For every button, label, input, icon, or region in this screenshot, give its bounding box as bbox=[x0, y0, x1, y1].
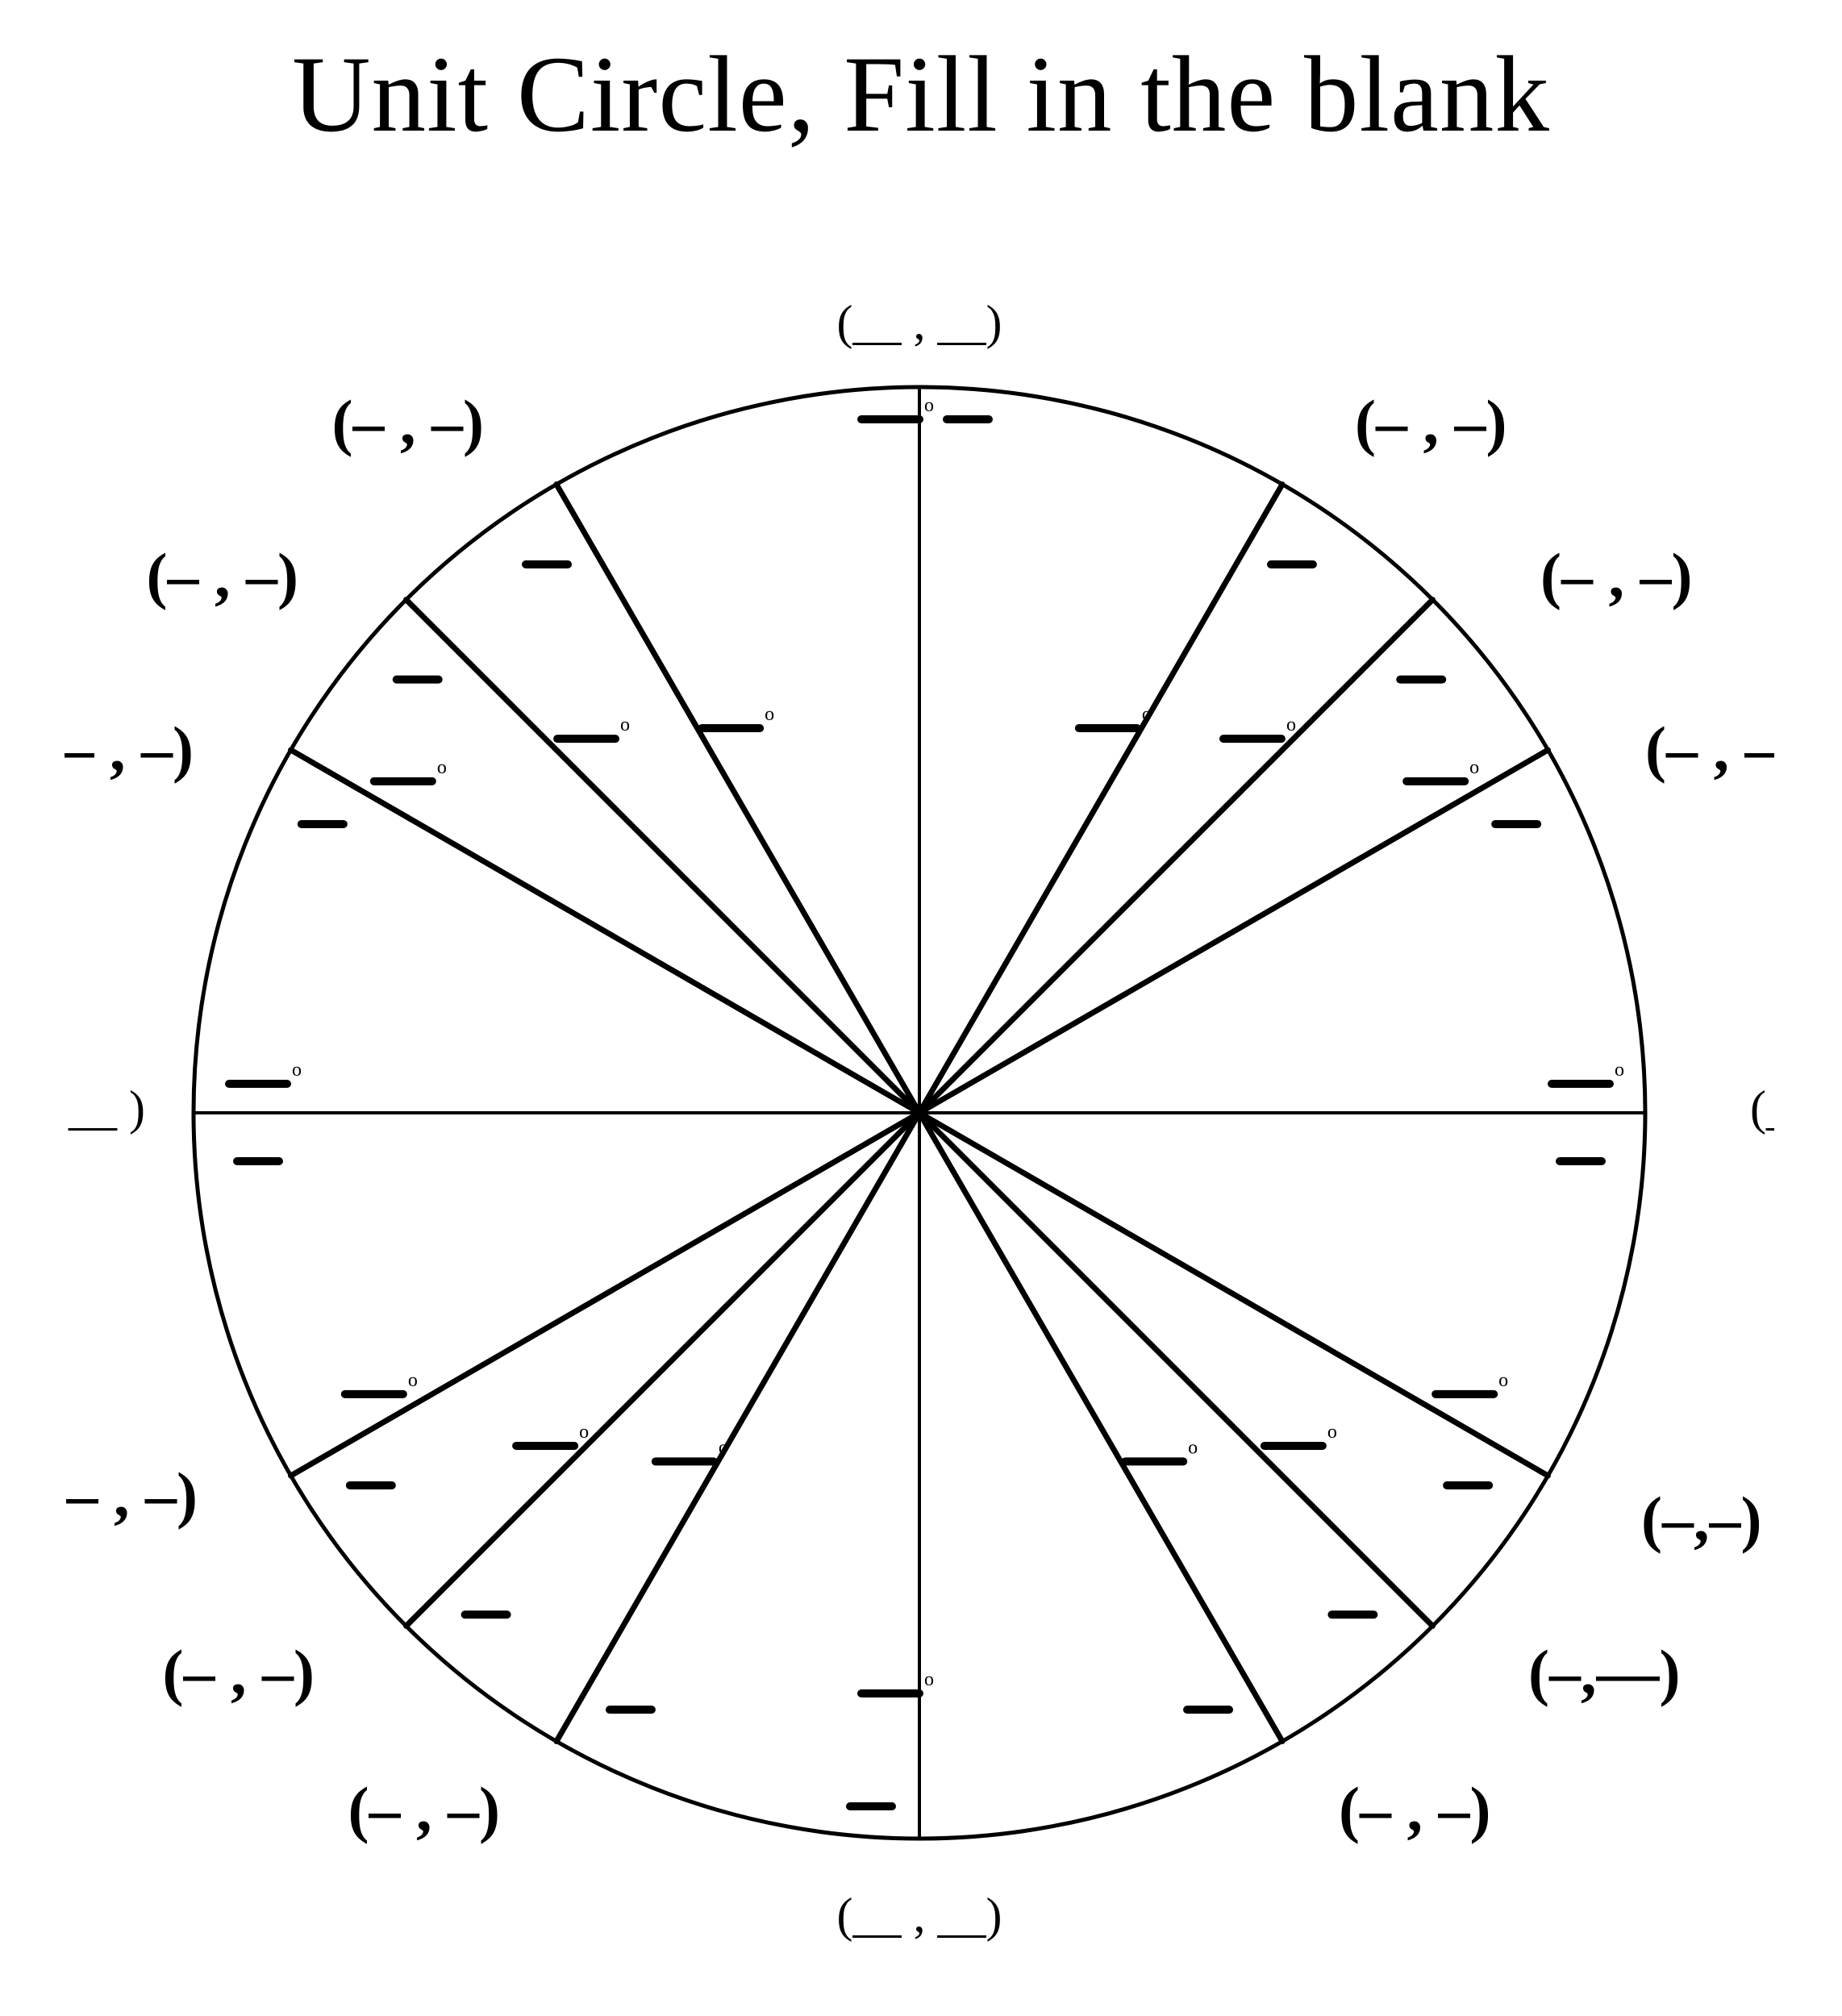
coord-label-135[interactable]: (– , –) bbox=[147, 540, 298, 610]
radius-ray-315 bbox=[919, 1113, 1432, 1626]
coord-label-30[interactable]: (– , –) bbox=[1645, 714, 1774, 784]
coord-label-300[interactable]: (– , –) bbox=[1339, 1774, 1490, 1844]
degree-superscript-315: o bbox=[1327, 1422, 1337, 1443]
radius-ray-45 bbox=[919, 600, 1432, 1113]
degree-superscript-0: o bbox=[1615, 1060, 1624, 1081]
degree-superscript-300: o bbox=[1188, 1437, 1198, 1458]
radius-ray-210 bbox=[291, 1113, 919, 1476]
unit-circle-diagram: o o o o o o o o o o o o o o o o (__ , __ ) (– , –) (– , –)… bbox=[65, 258, 1774, 1968]
degree-superscript-60: o bbox=[1142, 704, 1152, 725]
coord-label-90[interactable]: (__ , __) bbox=[837, 296, 1002, 349]
degree-superscript-210: o bbox=[408, 1370, 418, 1391]
degree-superscript-45: o bbox=[1286, 714, 1296, 735]
degree-superscript-150: o bbox=[437, 757, 447, 778]
coord-label-150[interactable]: (– , –) bbox=[65, 714, 194, 784]
page: Unit Circle, Fill in the blank ooooooooo… bbox=[0, 0, 1842, 2016]
coord-label-225[interactable]: (– , –) bbox=[163, 1637, 315, 1707]
coord-label-270[interactable]: (__ , __) bbox=[837, 1889, 1002, 1942]
radius-ray-120 bbox=[556, 485, 919, 1113]
radius-ray-150 bbox=[291, 750, 919, 1113]
coord-label-210[interactable]: (– , –) bbox=[65, 1460, 198, 1530]
degree-superscript-330: o bbox=[1498, 1370, 1508, 1391]
radius-ray-330 bbox=[919, 1113, 1548, 1476]
degree-superscript-225: o bbox=[579, 1422, 589, 1443]
degree-superscript-240: o bbox=[719, 1437, 728, 1458]
radius-ray-60 bbox=[919, 485, 1282, 1113]
coord-label-315[interactable]: (–,—) bbox=[1528, 1637, 1680, 1707]
coord-label-120[interactable]: (– , –) bbox=[332, 387, 484, 457]
degree-superscript-120: o bbox=[765, 704, 774, 725]
degree-superscript-180: o bbox=[292, 1060, 302, 1081]
radius-ray-300 bbox=[919, 1113, 1282, 1741]
radius-ray-225 bbox=[406, 1113, 919, 1626]
degree-superscript-30: o bbox=[1469, 757, 1479, 778]
radius-ray-30 bbox=[919, 750, 1548, 1113]
radius-ray-135 bbox=[406, 600, 919, 1113]
coord-label-240[interactable]: (– , –) bbox=[348, 1774, 500, 1844]
degree-blanks: o o o o o o o o o o o o o o o o bbox=[229, 395, 1624, 1693]
page-title: Unit Circle, Fill in the blank bbox=[0, 32, 1842, 157]
coord-label-180[interactable]: ( __ , __ ) bbox=[65, 1081, 145, 1135]
radius-ray-240 bbox=[556, 1113, 919, 1741]
degree-superscript-135: o bbox=[620, 714, 630, 735]
degree-superscript-90: o bbox=[924, 395, 934, 416]
coord-label-60[interactable]: (– , –) bbox=[1355, 387, 1507, 457]
coord-label-0[interactable]: (__ , __ ) bbox=[1750, 1081, 1774, 1135]
degree-superscript-270: o bbox=[924, 1669, 934, 1690]
coord-label-330[interactable]: (–,–) bbox=[1641, 1484, 1761, 1554]
coord-label-45[interactable]: (– , –) bbox=[1540, 540, 1692, 610]
